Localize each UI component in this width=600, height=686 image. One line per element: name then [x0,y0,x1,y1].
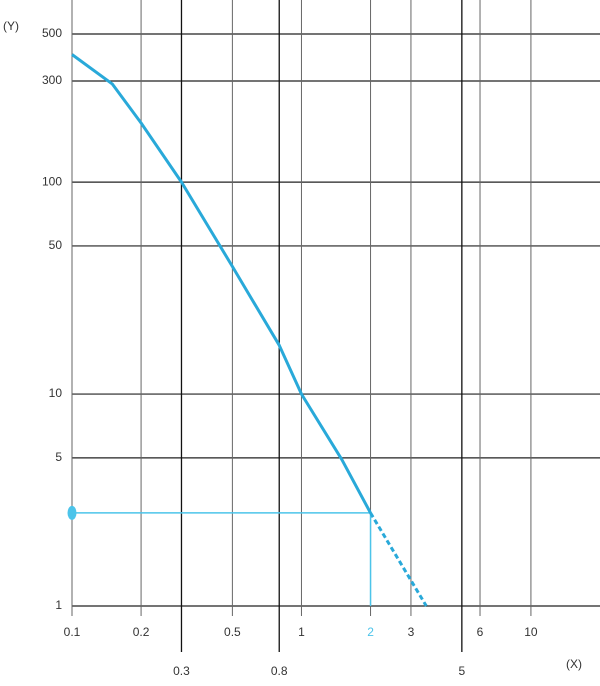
y-tick-label: 300 [42,73,62,87]
y-tick-label: 500 [42,26,62,40]
highlight-dot [67,505,77,520]
y-tick-label: 1 [55,598,62,612]
x-tick-label: 2 [367,625,374,639]
y-tick-label: 5 [55,450,62,464]
x-tick-label: 3 [408,625,415,639]
y-tick-label: 50 [49,238,63,252]
y-axis-label: (Y) [3,19,19,33]
x-axis-label: (X) [566,657,582,671]
x-tick-label: 10 [524,625,538,639]
x-tick-label: 0.1 [64,625,81,639]
x-tick-label: 6 [477,625,484,639]
y-tick-label: 10 [49,386,63,400]
data-line [71,53,372,514]
y-tick-label: 100 [42,174,62,188]
x-tick-label: 0.2 [133,625,150,639]
x-tick-label: 5 [459,664,466,678]
x-tick-label: 0.8 [271,664,288,678]
x-tick-label: 0.3 [173,664,190,678]
data-line [369,512,428,607]
x-tick-label: 1 [298,625,305,639]
x-tick-label: 0.5 [224,625,241,639]
